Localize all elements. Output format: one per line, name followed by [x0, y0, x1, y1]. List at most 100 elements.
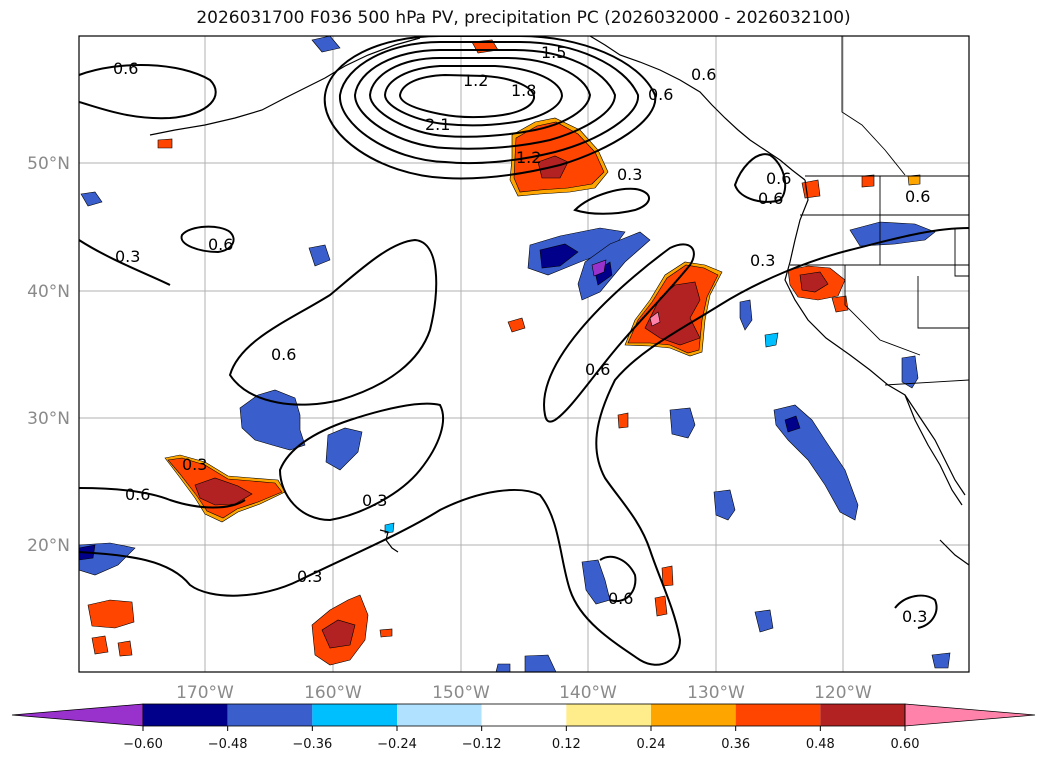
- pv-contour-south-small: [599, 555, 637, 603]
- lat-tick-labels: 50°N 40°N 30°N 20°N: [27, 154, 70, 556]
- precip-area: [384, 522, 395, 534]
- state-borders: [790, 36, 969, 386]
- coastline-north-america-west: [784, 179, 966, 496]
- lon-tick-label: 150°W: [432, 683, 490, 703]
- colorbar-tick-label: 0.12: [552, 737, 581, 752]
- lon-tick-label: 120°W: [814, 683, 872, 703]
- border-us-mexico: [884, 379, 969, 386]
- precip-area: [117, 640, 133, 657]
- coastline-mexico: [939, 539, 969, 566]
- colorbar-tick-label: 0.36: [721, 737, 750, 752]
- colorbar-ticks: −0.60 −0.48 −0.36 −0.24 −0.12 0.12 0.24 0.36 0.4…: [123, 726, 919, 752]
- contour-label: 0.3: [182, 455, 207, 474]
- colorbar-segments: [11, 703, 1036, 727]
- coastline-alaska-gulf: [589, 36, 806, 181]
- precip-area: [801, 179, 821, 199]
- lat-tick-label: 40°N: [27, 282, 70, 302]
- pv-contour-jetstream-2: [543, 243, 695, 423]
- precip-area: [617, 412, 629, 429]
- contour-label: 0.3: [362, 491, 387, 510]
- chart-title: 2026031700 F036 500 hPa PV, precipitatio…: [196, 8, 851, 28]
- contour-label: 0.3: [115, 247, 140, 266]
- precip-area: [379, 628, 393, 638]
- precip-area: [325, 427, 363, 471]
- border-arizona: [917, 276, 969, 329]
- precip-area: [907, 174, 921, 186]
- precip-area: [773, 404, 859, 521]
- colorbar-tick-label: 0.48: [806, 737, 835, 752]
- map-frame: [78, 35, 970, 673]
- precip-area: [591, 259, 607, 277]
- pv-contours: [79, 36, 969, 666]
- lon-tick-label: 140°W: [559, 683, 617, 703]
- colorbar-segment: [312, 704, 397, 726]
- colorbar-tick-label: 0.24: [637, 737, 666, 752]
- colorbar-extend-low: [11, 703, 144, 727]
- precip-area: [321, 619, 356, 649]
- precip-area: [524, 654, 557, 672]
- pv-contour-mid-2: [79, 487, 246, 509]
- contour-label: 0.6: [766, 169, 791, 188]
- contour-label: 1.5: [541, 43, 566, 62]
- precip-area: [931, 652, 951, 669]
- contour-label: 0.6: [648, 85, 673, 104]
- precip-area: [649, 311, 661, 327]
- precip-area: [513, 121, 605, 193]
- precip-area: [507, 317, 526, 333]
- contour-label: 0.3: [750, 251, 775, 270]
- contour-labels: 0.6 1.2 1.5 1.8 2.1 1.2 0.3 0.6 0.3 0.6 …: [113, 43, 930, 626]
- precip-area: [577, 231, 651, 301]
- colorbar-segment: [143, 704, 228, 726]
- coastline-alaska-aleutians: [149, 37, 421, 136]
- pv-contour-jet-5: [383, 65, 564, 127]
- precip-area: [669, 407, 696, 439]
- precip-area: [654, 595, 668, 617]
- contour-label: 2.1: [425, 115, 450, 134]
- lon-tick-label: 130°W: [687, 683, 745, 703]
- lon-tick-label: 170°W: [176, 683, 234, 703]
- coastlines: [149, 36, 969, 566]
- contour-label: 1.2: [463, 71, 488, 90]
- map-panel: 0.6 1.2 1.5 1.8 2.1 1.2 0.3 0.6 0.3 0.6 …: [78, 35, 970, 673]
- colorbar-tick-label: 0.60: [891, 737, 920, 752]
- colorbar-tick-label: −0.24: [377, 737, 417, 752]
- colorbar-segment: [820, 704, 905, 726]
- pv-contour-low-2: [79, 239, 171, 286]
- precip-area: [194, 477, 253, 506]
- precip-area: [308, 244, 331, 267]
- precip-area: [784, 415, 801, 433]
- pv-contour-jet-1: [323, 36, 657, 180]
- lat-tick-label: 20°N: [27, 536, 70, 556]
- contour-label: 0.6: [125, 485, 150, 504]
- pv-contour-pnw: [733, 153, 787, 203]
- precip-area: [157, 138, 173, 149]
- precip-area: [799, 271, 829, 293]
- pv-contour-mid-1: [228, 238, 438, 406]
- pv-contour-jet-6: [398, 73, 535, 119]
- colorbar-segment: [481, 704, 567, 726]
- colorbar-tick-label: −0.60: [123, 737, 163, 752]
- colorbar-tick-label: −0.36: [292, 737, 332, 752]
- border-nevada: [844, 265, 921, 356]
- colorbar-segment: [397, 704, 482, 726]
- pv-contour-north-east: [573, 187, 650, 215]
- colorbar-tick-label: −0.48: [208, 737, 248, 752]
- contour-label: 1.8: [511, 81, 536, 100]
- pv-contour-jet-3: [353, 49, 617, 150]
- precip-area: [861, 174, 875, 188]
- precip-area: [764, 332, 779, 348]
- colorbar-segment: [566, 704, 651, 726]
- contour-label: 0.6: [691, 65, 716, 84]
- colorbar-segment: [735, 704, 821, 726]
- contour-label: 0.6: [113, 59, 138, 78]
- precip-area: [754, 609, 774, 633]
- contour-label: 0.3: [617, 165, 642, 184]
- precip-area: [87, 599, 135, 629]
- pv-contour-mid-4: [79, 227, 969, 666]
- pv-contour-sw-1: [180, 225, 235, 254]
- pv-contour-jet-2: [338, 41, 640, 165]
- contour-label: 1.2: [516, 148, 541, 167]
- colorbar-segment: [651, 704, 736, 726]
- pv-contour-jet-4: [368, 57, 592, 138]
